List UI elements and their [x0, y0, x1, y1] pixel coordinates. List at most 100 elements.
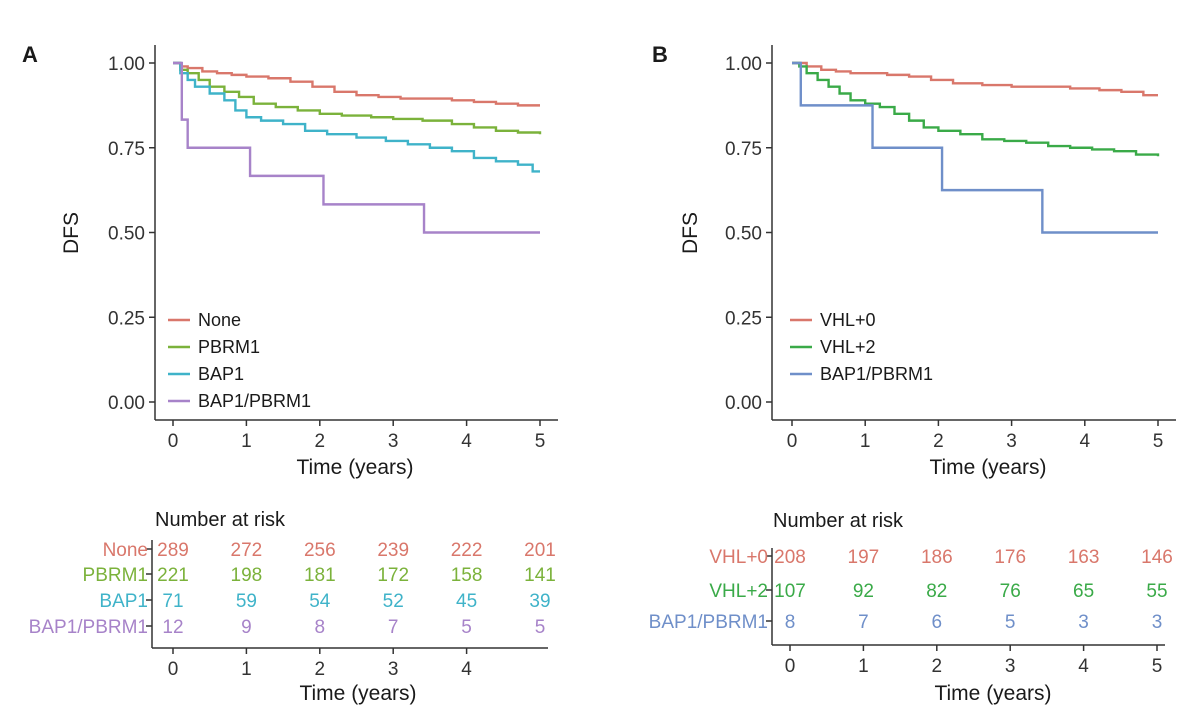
- risk-count-none: 256: [304, 540, 336, 561]
- risk-x-axis-title-a: Time (years): [299, 682, 416, 705]
- y-tick-label: 0.75: [725, 139, 762, 160]
- risk-count-vhl-0: 197: [848, 547, 880, 568]
- y-tick-label: 1.00: [725, 54, 762, 75]
- risk-x-tick-label: 4: [461, 659, 472, 680]
- legend-a: None PBRM1 BAP1 BAP1/PBRM1: [168, 310, 311, 411]
- risk-x-axis-title-b: Time (years): [934, 682, 1051, 705]
- risk-count-bap1-pbrm1: 6: [932, 612, 943, 633]
- risk-count-bap1-pbrm1: 7: [388, 617, 399, 638]
- risk-count-bap1: 45: [456, 591, 477, 612]
- risk-count-vhl-0: 176: [994, 547, 1026, 568]
- risk-count-bap1-pbrm1: 5: [535, 617, 546, 638]
- x-tick-label: 5: [1153, 431, 1164, 452]
- risk-count-bap1-pbrm1: 7: [858, 612, 869, 633]
- x-tick-label: 3: [1006, 431, 1017, 452]
- risk-x-tick-label: 3: [1005, 656, 1016, 677]
- panel-a: A DFS 0.000.250.500.751.000 1 2 3 4 5 Time (y…: [22, 42, 558, 705]
- y-tick-label: 0.00: [725, 393, 762, 414]
- risk-count-none: 222: [451, 540, 483, 561]
- risk-count-pbrm1: 221: [157, 565, 189, 586]
- series-line-bap1: [173, 61, 540, 173]
- risk-count-none: 201: [524, 540, 556, 561]
- risk-title-b: Number at risk: [773, 510, 904, 532]
- risk-count-bap1-pbrm1: 8: [785, 612, 796, 633]
- risk-count-pbrm1: 181: [304, 565, 336, 586]
- risk-count-bap1: 39: [529, 591, 550, 612]
- legend-label-vhl-2: VHL+2: [820, 337, 876, 357]
- x-tick-label: 1: [860, 431, 871, 452]
- y-tick-label: 0.25: [725, 308, 762, 329]
- plot-area-a: 0.00 0.25 0.50 0.75 1.00 0 1 2 3 4 5: [108, 45, 558, 452]
- risk-count-bap1-pbrm1: 5: [1005, 612, 1016, 633]
- risk-table-b: 0 1 2 3 4 5 VHL+0 208 197 186 176 163 146 VHL+2 107 92 8…: [649, 547, 1173, 677]
- y-axis-title-b: DFS: [679, 212, 702, 254]
- risk-count-bap1: 52: [383, 591, 404, 612]
- series-line-bap1-pbrm1: [792, 61, 1158, 234]
- series-line-bap1-pbrm1: [173, 61, 540, 234]
- panel-label-b: B: [652, 42, 668, 67]
- series-line-pbrm1: [173, 61, 542, 135]
- risk-count-vhl-2: 65: [1073, 581, 1094, 602]
- risk-row-label-bap1-pbrm1: BAP1/PBRM1: [29, 617, 148, 638]
- risk-count-pbrm1: 172: [377, 565, 409, 586]
- y-tick-label: 0.50: [725, 224, 762, 245]
- y-tick-label: 0.50: [108, 224, 145, 245]
- series-line-vhl-2: [792, 61, 1160, 157]
- risk-count-vhl-0: 163: [1068, 547, 1100, 568]
- risk-count-vhl-2: 92: [853, 581, 874, 602]
- x-tick-label: 5: [535, 431, 546, 452]
- panel-label-a: A: [22, 42, 38, 67]
- panel-b: B DFS 0.00 0.25 0.50 0.75 1.00 0 1 2 3 4 5 Time (y…: [649, 42, 1176, 705]
- risk-x-tick-label: 0: [168, 659, 179, 680]
- risk-x-tick-label: 2: [932, 656, 943, 677]
- risk-x-tick-label: 1: [241, 659, 252, 680]
- x-tick-label: 1: [241, 431, 252, 452]
- risk-count-vhl-0: 146: [1141, 547, 1173, 568]
- x-axis-title-a: Time (years): [296, 456, 413, 479]
- risk-row-label-vhl-0: VHL+0: [709, 547, 768, 568]
- risk-title-a: Number at risk: [155, 509, 286, 531]
- x-tick-label: 0: [168, 431, 179, 452]
- risk-count-bap1-pbrm1: 3: [1152, 612, 1163, 633]
- risk-count-vhl-2: 82: [926, 581, 947, 602]
- series-line-vhl-0: [792, 61, 1158, 97]
- risk-count-bap1: 59: [236, 591, 257, 612]
- risk-count-vhl-2: 55: [1146, 581, 1167, 602]
- risk-count-bap1-pbrm1: 3: [1078, 612, 1089, 633]
- risk-row-label-bap1: BAP1: [99, 591, 148, 612]
- risk-count-vhl-0: 208: [774, 547, 806, 568]
- risk-x-tick-label: 2: [315, 659, 326, 680]
- risk-count-pbrm1: 198: [231, 565, 263, 586]
- risk-x-tick-label: 5: [1152, 656, 1163, 677]
- risk-row-label-pbrm1: PBRM1: [83, 565, 148, 586]
- risk-count-pbrm1: 158: [451, 565, 483, 586]
- risk-x-tick-label: 0: [785, 656, 796, 677]
- risk-row-label-vhl-2: VHL+2: [709, 581, 768, 602]
- y-tick-label: 0.75: [108, 139, 145, 160]
- risk-count-none: 239: [377, 540, 409, 561]
- x-tick-label: 2: [315, 431, 326, 452]
- x-tick-label: 3: [388, 431, 399, 452]
- risk-count-bap1-pbrm1: 5: [461, 617, 472, 638]
- legend-b: VHL+0 VHL+2 BAP1/PBRM1: [790, 310, 933, 384]
- risk-count-pbrm1: 141: [524, 565, 556, 586]
- risk-count-vhl-0: 186: [921, 547, 953, 568]
- risk-count-vhl-2: 107: [774, 581, 806, 602]
- y-tick-label: 0.25: [108, 308, 145, 329]
- risk-count-bap1: 71: [162, 591, 183, 612]
- y-tick-label: 1.00: [108, 54, 145, 75]
- legend-label-none: None: [198, 310, 241, 330]
- risk-count-none: 289: [157, 540, 189, 561]
- risk-x-tick-label: 4: [1078, 656, 1089, 677]
- y-axis-title-a: DFS: [60, 212, 83, 254]
- legend-label-pbrm1: PBRM1: [198, 337, 260, 357]
- risk-row-label-none: None: [103, 540, 148, 561]
- risk-count-bap1-pbrm1: 9: [241, 617, 252, 638]
- x-tick-label: 4: [461, 431, 472, 452]
- x-tick-label: 4: [1080, 431, 1091, 452]
- risk-count-bap1-pbrm1: 8: [315, 617, 326, 638]
- series-line-none: [173, 61, 540, 107]
- risk-row-label-bap1-pbrm1: BAP1/PBRM1: [649, 612, 768, 633]
